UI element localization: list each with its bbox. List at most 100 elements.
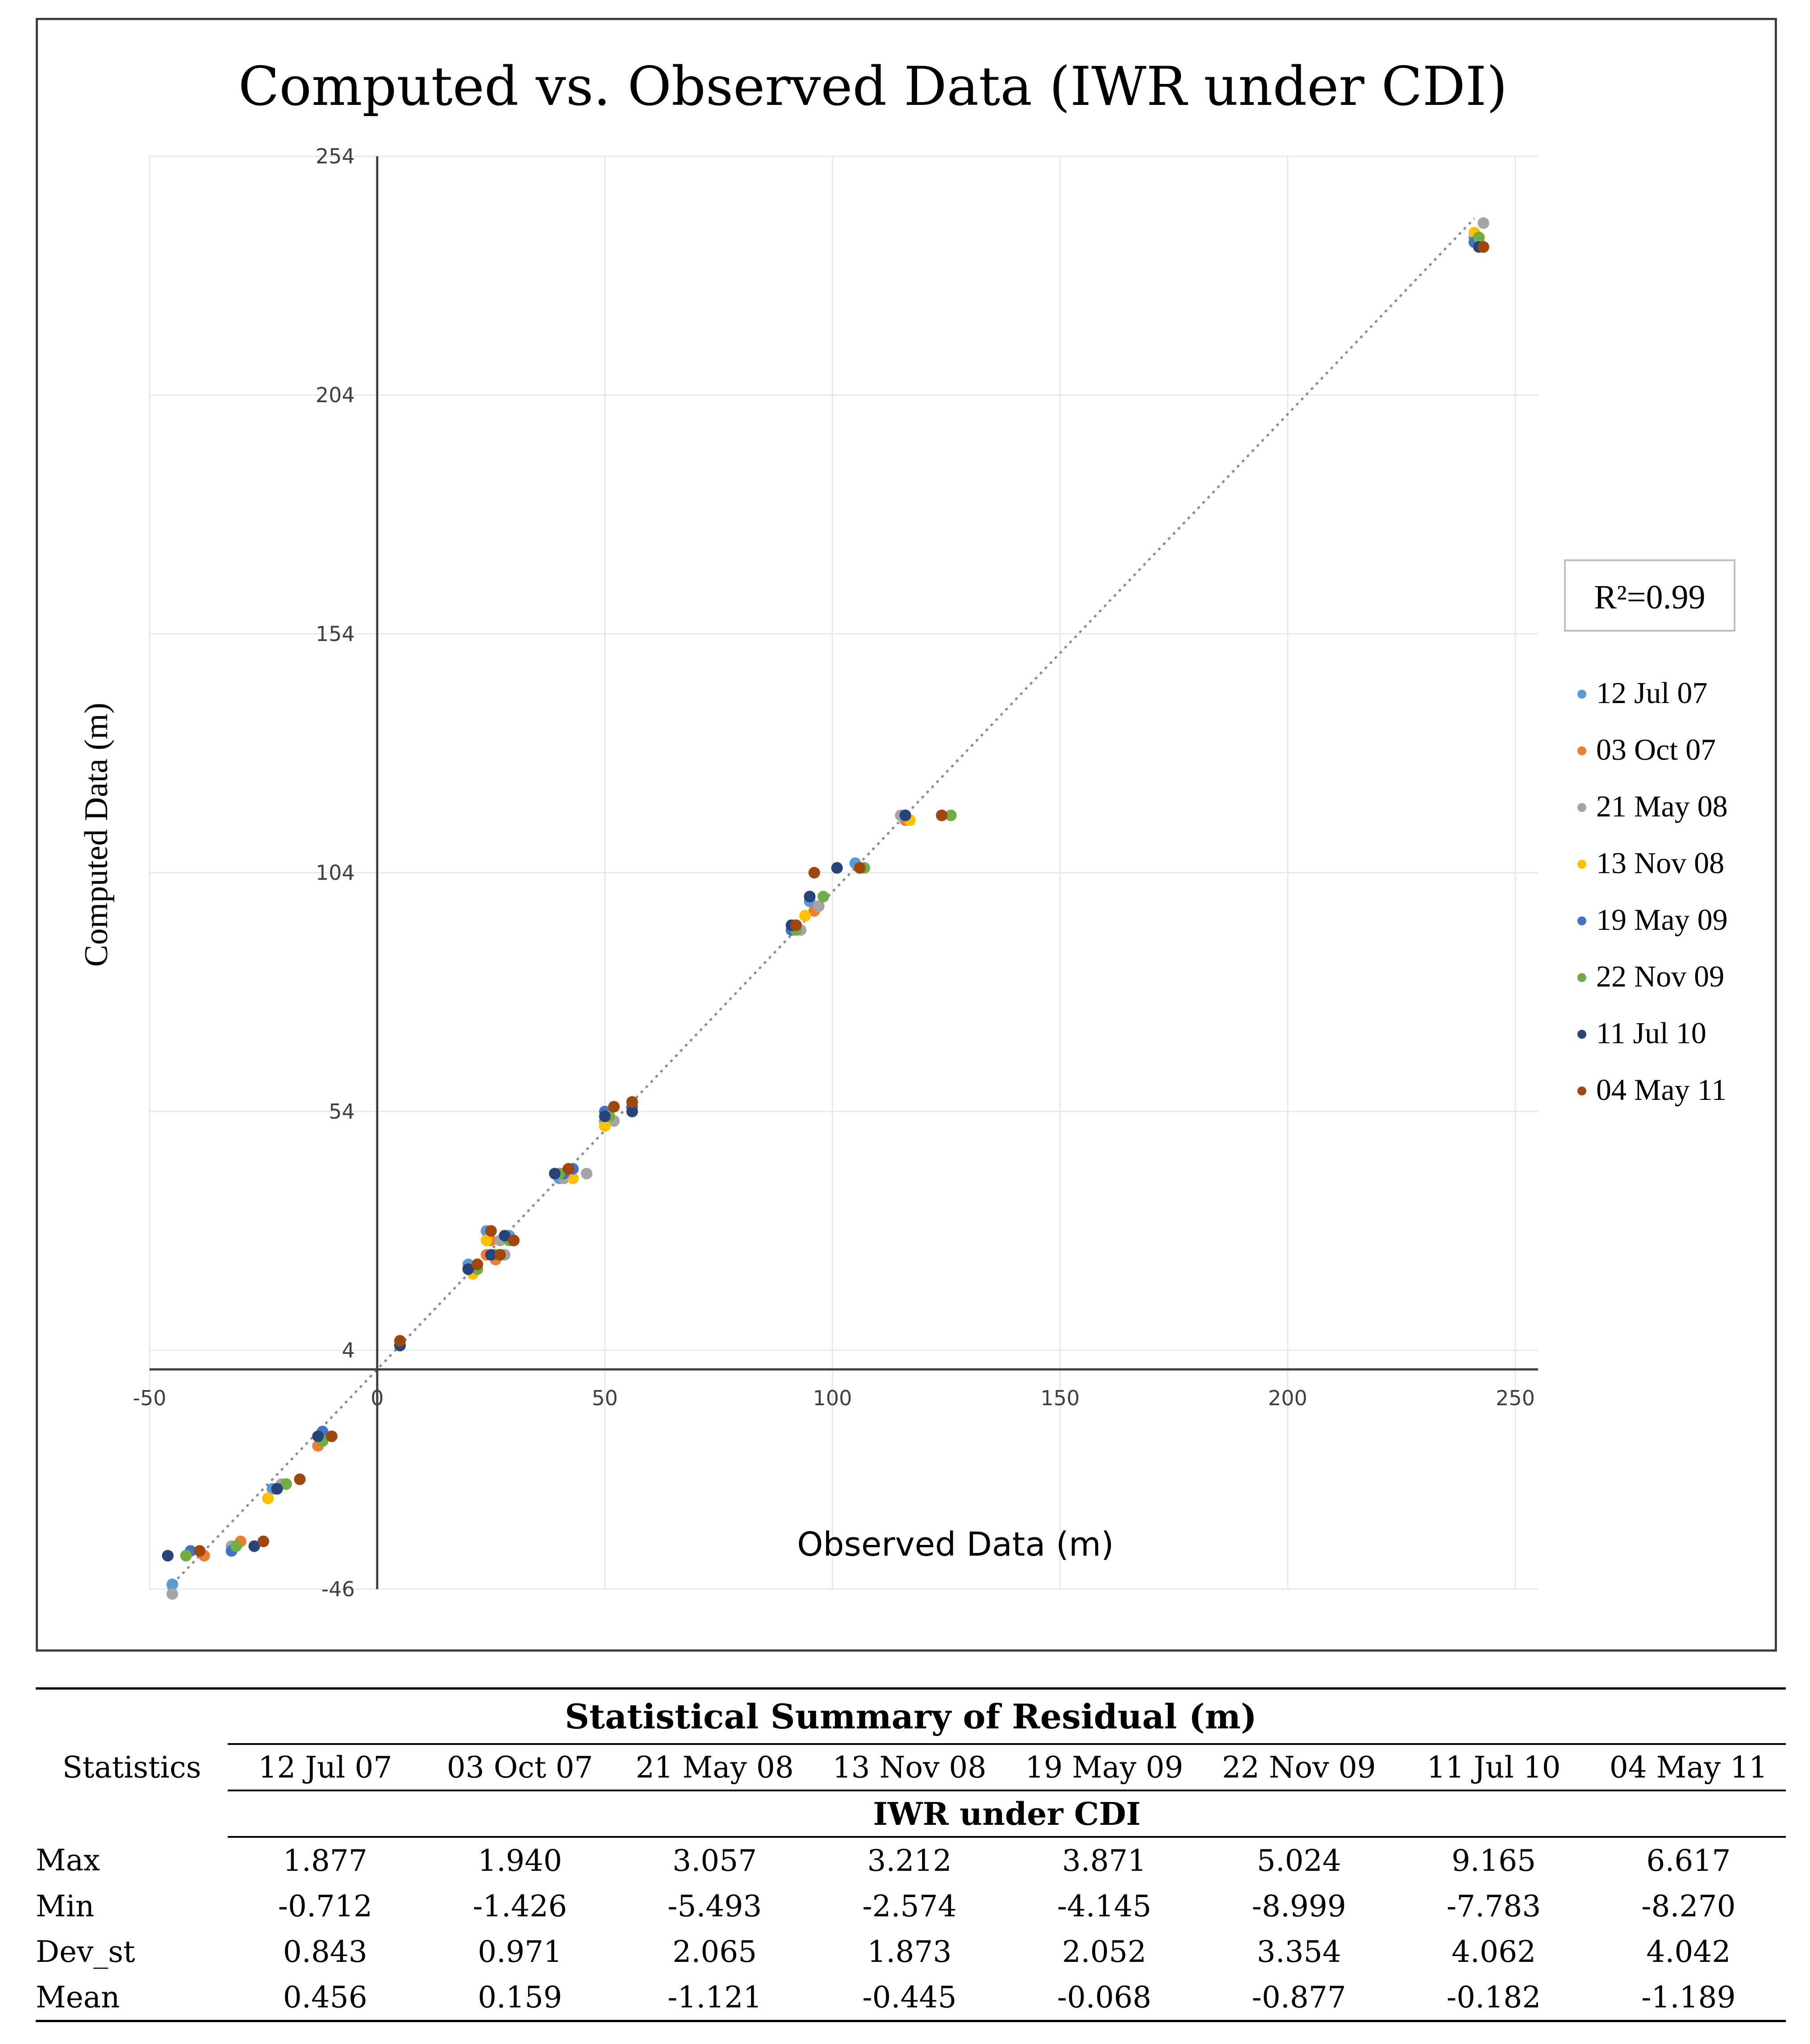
table-cell: 3.212: [867, 1843, 952, 1878]
legend-label: 19 May 09: [1596, 903, 1728, 937]
row-label: Min: [36, 1889, 95, 1923]
table-cell: 6.617: [1646, 1843, 1731, 1878]
table-cell: 2.065: [672, 1934, 757, 1969]
table-row: Max 1.877 1.940 3.057 3.212 3.871 5.024 9.165 6.…: [36, 1837, 1786, 1883]
data-point: [817, 891, 830, 903]
data-point: [312, 1430, 324, 1442]
legend-marker: [1577, 916, 1586, 925]
data-point: [485, 1249, 497, 1261]
column-header: 13 Nov 08: [812, 1743, 1007, 1791]
column-header: 04 May 11: [1591, 1743, 1786, 1791]
table-cell: -4.145: [1057, 1889, 1151, 1923]
table-title: Statistical Summary of Residual (m): [36, 1687, 1786, 1744]
data-points: [162, 217, 1489, 1600]
data-point: [166, 1578, 178, 1590]
statistics-table: Statistical Summary of Residual (m) Stat…: [36, 1687, 1786, 2022]
y-tick-label: 4: [342, 1338, 355, 1362]
table-cell: 1.873: [867, 1934, 952, 1969]
table-cell: -8.270: [1641, 1889, 1736, 1923]
table-cell: 2.052: [1062, 1934, 1147, 1969]
column-header: 11 Jul 10: [1396, 1743, 1591, 1791]
table-cell: -1.121: [617, 1974, 812, 2022]
data-point: [1477, 241, 1489, 253]
legend-label: 11 Jul 10: [1596, 1016, 1706, 1050]
column-header: 19 May 09: [1007, 1743, 1202, 1791]
data-point: [563, 1163, 575, 1175]
row-label: Mean: [36, 1974, 228, 2022]
column-header: 12 Jul 07: [228, 1743, 423, 1791]
data-point: [599, 1120, 611, 1132]
data-point: [485, 1225, 497, 1237]
y-tick-label: 254: [316, 144, 355, 168]
table-header-row: Statistics 12 Jul 07 03 Oct 07 21 May 08 13…: [36, 1743, 1786, 1791]
table-cell: -8.999: [1251, 1889, 1347, 1923]
legend-label: 04 May 11: [1596, 1073, 1727, 1107]
data-point: [626, 1106, 638, 1117]
data-point: [549, 1168, 561, 1180]
data-point: [230, 1540, 242, 1552]
table-cell: -0.877: [1201, 1974, 1397, 2022]
data-point: [899, 809, 911, 821]
chart-frame: Computed vs. Observed Data (IWR under CD…: [36, 18, 1777, 1652]
y-tick-label: 154: [316, 622, 355, 646]
table-cell: 3.871: [1062, 1843, 1147, 1878]
table-cell: 4.042: [1646, 1934, 1731, 1969]
table-cell: 1.877: [283, 1843, 367, 1878]
trend-line: [167, 217, 1476, 1590]
data-point: [394, 1335, 406, 1347]
table-cell: -2.574: [862, 1889, 957, 1923]
legend-label: 13 Nov 08: [1596, 846, 1724, 880]
table-cell: -0.712: [278, 1889, 372, 1923]
data-point: [1473, 231, 1485, 243]
row-label: Dev_st: [36, 1934, 135, 1969]
data-point: [945, 809, 957, 821]
data-point: [180, 1550, 192, 1562]
grid-lines: [149, 155, 1538, 1590]
data-point: [580, 1168, 592, 1180]
data-point: [808, 867, 820, 878]
y-tick-label: 54: [329, 1099, 355, 1124]
data-point: [294, 1473, 306, 1485]
legend-marker: [1577, 1030, 1586, 1039]
row-label: Max: [36, 1843, 100, 1877]
column-header: 03 Oct 07: [422, 1743, 617, 1791]
legend-label: 21 May 08: [1596, 789, 1728, 823]
table-cell: 1.940: [478, 1843, 563, 1878]
table-cell: 4.062: [1451, 1934, 1536, 1969]
chart-title: Computed vs. Observed Data (IWR under CD…: [238, 56, 1508, 118]
data-point: [499, 1230, 511, 1242]
data-point: [813, 900, 825, 912]
data-point: [854, 862, 866, 874]
data-point: [494, 1249, 506, 1261]
table-cell: 3.057: [672, 1843, 757, 1878]
table-cell: -7.783: [1447, 1889, 1541, 1923]
data-point: [471, 1258, 484, 1270]
legend-marker: [1577, 803, 1586, 812]
data-point: [804, 891, 816, 903]
data-point: [262, 1492, 274, 1504]
data-point: [271, 1483, 283, 1495]
table-cell: 0.843: [283, 1934, 367, 1969]
legend-label: 22 Nov 09: [1596, 959, 1724, 993]
table-cell: 3.354: [1256, 1934, 1341, 1969]
table-cell: -0.445: [812, 1974, 1007, 2022]
table-row: Dev_st 0.843 0.971 2.065 1.873 2.052 3.354 4.06…: [36, 1929, 1786, 1974]
data-point: [166, 1588, 178, 1600]
data-point: [248, 1540, 260, 1552]
spacer-cell: [36, 1790, 228, 1837]
x-tick-label: 200: [1268, 1386, 1307, 1410]
table-cell: 5.024: [1256, 1843, 1341, 1878]
r2-box: R²=0.99: [1564, 559, 1735, 632]
column-header: 21 May 08: [617, 1743, 812, 1791]
legend-marker: [1577, 690, 1586, 699]
y-axis-label: Computed Data (m): [78, 703, 115, 967]
legend-marker: [1577, 860, 1586, 869]
data-point: [608, 1101, 620, 1113]
table-cell: -0.068: [1007, 1974, 1202, 2022]
data-point: [567, 1172, 579, 1184]
stat-header: Statistics: [62, 1750, 201, 1785]
table-cell: -1.426: [472, 1889, 567, 1923]
table-cell: 0.159: [422, 1974, 617, 2022]
data-point: [194, 1545, 206, 1557]
x-tick-label: 250: [1496, 1386, 1535, 1410]
